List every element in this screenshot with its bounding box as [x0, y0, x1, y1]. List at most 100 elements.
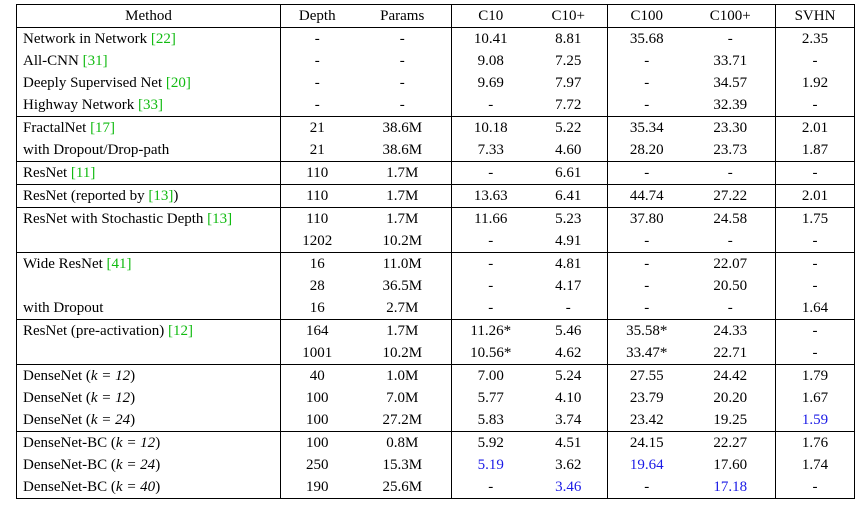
cell-svhn: 1.59	[801, 412, 829, 428]
cell-svhn: 1.64	[801, 300, 829, 316]
cell-c10: 5.77	[477, 390, 504, 406]
method-cell: DenseNet-BC (k = 12)	[16, 431, 281, 454]
cell-c100p: 19.25	[685, 409, 776, 432]
cell-depth: 110	[280, 161, 354, 185]
table-body: Network in Network [22] - -10.41 8.81 35.68-…	[16, 27, 855, 499]
cell-params: 11.0M	[353, 252, 452, 275]
cell-c100: 44.74	[607, 184, 686, 208]
cell-svhn: 1.75	[775, 207, 855, 230]
cell-params: 27.2M	[353, 409, 452, 432]
cell-depth: 40	[280, 364, 354, 387]
cell-depth: 1001	[302, 345, 333, 361]
cell-c10: 9.69	[477, 75, 504, 91]
method-name: with Dropout	[23, 300, 104, 316]
method-name: ResNet (pre-activation)	[23, 323, 168, 339]
table-row: DenseNet (k = 12) 100 7.0M 5.77 4.10 23.79 20.…	[16, 387, 855, 409]
cell-params: 0.8M	[353, 431, 452, 454]
table-row: FractalNet [17] 21 38.6M 10.18 5.22 35.34 23.3…	[16, 116, 855, 139]
table-row: Network in Network [22] - - 10.41 8.81 35.68 -…	[16, 27, 855, 50]
cell-c100p: 20.50	[685, 275, 776, 297]
cell-svhn: -	[812, 345, 818, 361]
citation-link[interactable]: [22]	[150, 31, 176, 47]
method-name: Wide ResNet	[23, 256, 107, 272]
citation-link[interactable]: [20]	[165, 75, 191, 91]
method-cell: DenseNet (k = 24)	[16, 409, 281, 432]
cell-c100: 35.58*	[607, 319, 686, 342]
cell-depth: 164	[280, 319, 354, 342]
citation-link[interactable]: [33]	[137, 97, 163, 113]
table-row: 1202 10.2M - 4.91 - - -	[16, 230, 855, 253]
cell-depth: 1202	[302, 233, 333, 249]
cell-svhn: 1.79	[775, 364, 855, 387]
cell-depth: 100	[280, 431, 354, 454]
cell-c10p: 4.91	[529, 230, 608, 253]
method-suffix: )	[155, 435, 161, 451]
cell-params: 25.6M	[353, 476, 452, 499]
cell-c100p: 24.33	[685, 319, 776, 342]
cell-c100: -	[644, 53, 650, 69]
method-cell: Highway Network [33]	[16, 94, 281, 117]
cell-depth: 16	[280, 252, 354, 275]
method-suffix: )	[155, 479, 161, 495]
cell-c100: -	[607, 252, 686, 275]
cell-c10: 10.56*	[470, 345, 512, 361]
cell-depth: -	[314, 53, 320, 69]
method-suffix: )	[173, 188, 179, 204]
cell-params: -	[353, 27, 452, 50]
cell-c100p: 23.30	[685, 116, 776, 139]
cell-c10p: 4.51	[529, 431, 608, 454]
header-params: Params	[353, 4, 452, 28]
table-row: Wide ResNet [41] 16 11.0M -4.81-22.07-	[16, 252, 855, 275]
header-method: Method	[16, 4, 281, 28]
header-c10plus: C10+	[529, 4, 608, 28]
method-cell	[16, 342, 281, 365]
citation-link[interactable]: [11]	[70, 165, 96, 181]
cell-c10p: 5.23	[529, 207, 608, 230]
method-cell: Wide ResNet [41]	[16, 252, 281, 275]
cell-c10: 11.66	[451, 207, 530, 230]
cell-c10p: 4.81	[529, 252, 608, 275]
method-cell: Network in Network [22]	[16, 27, 281, 50]
cell-c100: -	[644, 278, 650, 294]
citation-link[interactable]: [13]	[207, 211, 233, 227]
cell-svhn: 1.92	[801, 75, 829, 91]
cell-params: -	[353, 50, 452, 72]
cell-params: 2.7M	[353, 297, 452, 320]
cell-params: 1.7M	[353, 319, 452, 342]
cell-depth: 21	[309, 142, 325, 158]
citation-link[interactable]: [13]	[148, 188, 174, 204]
cell-params: -	[353, 72, 452, 94]
header-c10: C10	[451, 4, 530, 28]
cell-c10: -	[451, 161, 530, 185]
cell-c100p: -	[685, 230, 776, 253]
method-cell: ResNet (pre-activation) [12]	[16, 319, 281, 342]
cell-c10p: 6.41	[529, 184, 608, 208]
cell-svhn: -	[775, 161, 855, 185]
citation-link[interactable]: [17]	[90, 120, 116, 136]
results-table: Method Depth Params C10 C10+ C100 C100+ …	[16, 4, 855, 499]
cell-depth: 28	[309, 278, 325, 294]
table-row: DenseNet-BC (k = 24) 250 15.3M 5.19 3.62 19.6…	[16, 454, 855, 476]
method-cell: FractalNet [17]	[16, 116, 281, 139]
method-name: FractalNet	[23, 120, 91, 136]
cell-c100: 23.79	[629, 390, 664, 406]
cell-c10: 5.19	[477, 457, 504, 473]
table-row: ResNet with Stochastic Depth [13] 110 1.7M…	[16, 207, 855, 230]
citation-link[interactable]: [12]	[167, 323, 193, 339]
citation-link[interactable]: [41]	[106, 256, 132, 272]
method-cell: DenseNet-BC (k = 40)	[16, 476, 281, 499]
cell-svhn: 1.76	[775, 431, 855, 454]
cell-c10: -	[488, 479, 494, 495]
method-cell: DenseNet-BC (k = 24)	[16, 454, 281, 476]
cell-c100p: 17.60	[685, 454, 776, 476]
cell-c100p: 32.39	[685, 94, 776, 117]
cell-c100: -	[644, 300, 650, 316]
method-name: DenseNet (	[23, 412, 91, 428]
cell-c10: -	[451, 252, 530, 275]
method-name: All-CNN	[23, 53, 83, 69]
cell-c100p: 27.22	[685, 184, 776, 208]
cell-c10p: 3.74	[529, 409, 608, 432]
cell-c10p: 7.72	[529, 94, 608, 117]
cell-c10: 5.92	[451, 431, 530, 454]
citation-link[interactable]: [31]	[82, 53, 108, 69]
